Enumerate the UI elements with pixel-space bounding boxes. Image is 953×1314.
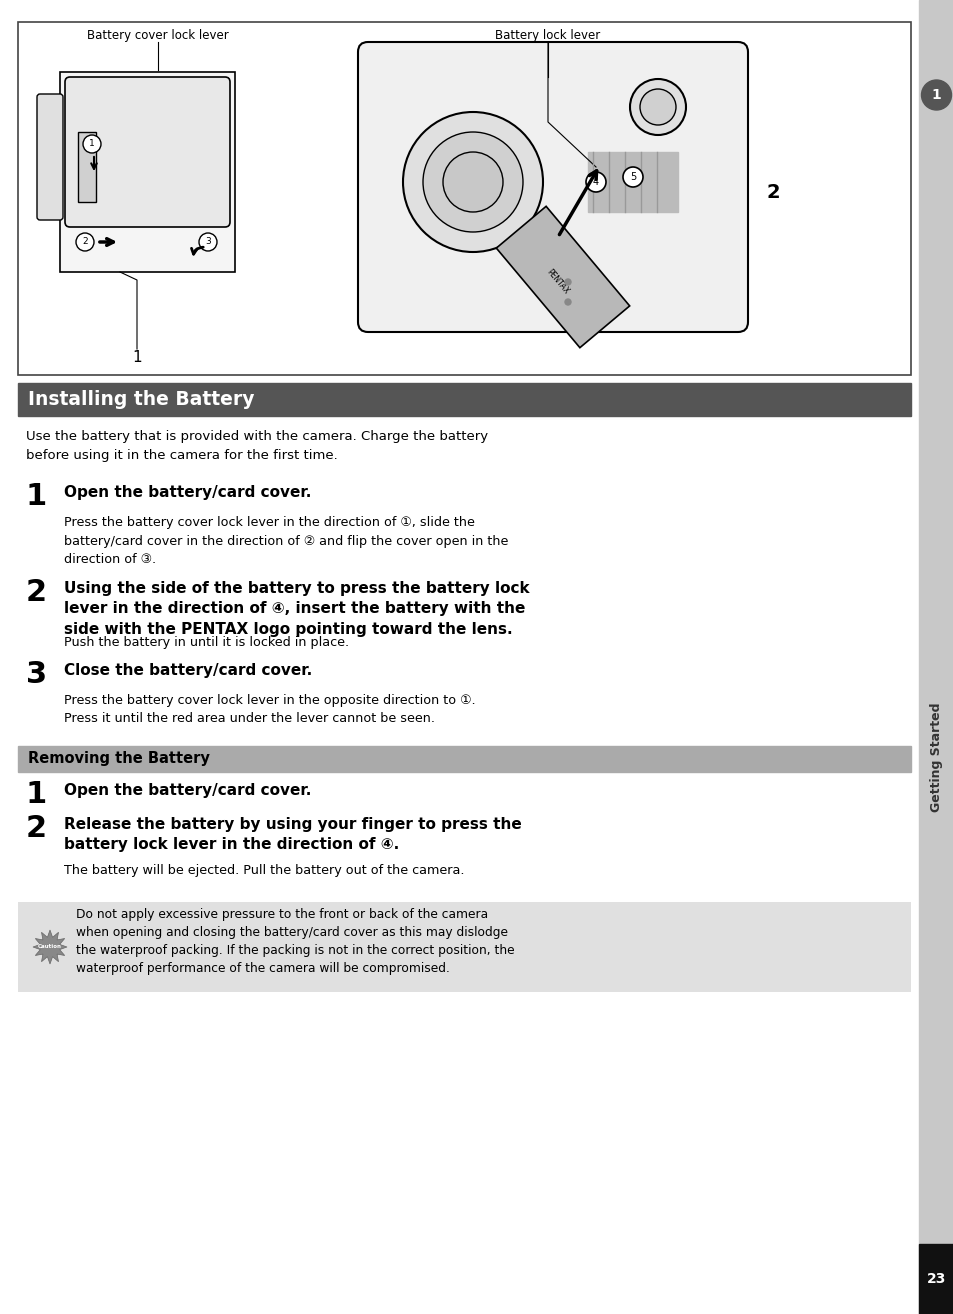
Text: 2: 2 (765, 183, 779, 201)
Circle shape (76, 233, 94, 251)
Circle shape (422, 131, 522, 233)
Text: 1: 1 (132, 350, 142, 364)
Text: 2: 2 (26, 813, 47, 844)
Text: Battery lock lever: Battery lock lever (495, 29, 600, 42)
Circle shape (402, 112, 542, 252)
Text: Caution: Caution (38, 945, 62, 950)
Text: 23: 23 (926, 1272, 945, 1286)
Text: 3: 3 (205, 238, 211, 247)
Text: Installing the Battery: Installing the Battery (28, 390, 254, 409)
Circle shape (639, 89, 676, 125)
Polygon shape (496, 206, 629, 348)
Bar (18, 382, 910, 417)
Text: Open the battery/card cover.: Open the battery/card cover. (64, 485, 311, 501)
Bar (918, 1244, 953, 1314)
Text: Close the battery/card cover.: Close the battery/card cover. (64, 664, 312, 678)
Text: 1: 1 (26, 781, 48, 809)
Circle shape (921, 80, 950, 110)
FancyBboxPatch shape (65, 78, 230, 227)
Text: Use the battery that is provided with the camera. Charge the battery
before usin: Use the battery that is provided with th… (26, 430, 488, 463)
FancyBboxPatch shape (37, 95, 63, 219)
Text: Open the battery/card cover.: Open the battery/card cover. (64, 783, 311, 798)
Text: 1: 1 (89, 139, 94, 148)
Text: Do not apply excessive pressure to the front or back of the camera
when opening : Do not apply excessive pressure to the f… (76, 908, 514, 975)
Text: Using the side of the battery to press the battery lock
lever in the direction o: Using the side of the battery to press t… (64, 581, 529, 637)
Text: Release the battery by using your finger to press the
battery lock lever in the : Release the battery by using your finger… (64, 817, 521, 853)
Polygon shape (33, 930, 67, 964)
Text: PENTAX: PENTAX (544, 268, 570, 296)
Text: 2: 2 (82, 238, 88, 247)
Circle shape (564, 279, 571, 285)
Text: Press the battery cover lock lever in the direction of ①, slide the
battery/card: Press the battery cover lock lever in th… (64, 516, 508, 566)
Bar (18, 746, 910, 773)
Circle shape (442, 152, 502, 212)
Text: 2: 2 (26, 578, 47, 607)
Bar (18, 901, 910, 992)
Circle shape (83, 135, 101, 152)
Text: 4: 4 (593, 177, 598, 187)
Text: Removing the Battery: Removing the Battery (28, 752, 210, 766)
Bar (918, 0, 953, 1314)
Bar (78, 131, 96, 202)
Circle shape (622, 167, 642, 187)
Text: Press the battery cover lock lever in the opposite direction to ①.
Press it unti: Press the battery cover lock lever in th… (64, 694, 476, 725)
Text: Getting Started: Getting Started (929, 702, 942, 812)
Text: 1: 1 (931, 88, 941, 102)
Text: Battery cover lock lever: Battery cover lock lever (87, 29, 229, 42)
Bar (18, 22, 910, 374)
Text: 1: 1 (26, 482, 48, 511)
Text: 3: 3 (26, 660, 47, 689)
FancyBboxPatch shape (357, 42, 747, 332)
Bar (60, 72, 234, 272)
Bar (587, 152, 678, 212)
Text: 5: 5 (629, 172, 636, 183)
Circle shape (199, 233, 216, 251)
Circle shape (585, 172, 605, 192)
Circle shape (629, 79, 685, 135)
Circle shape (564, 300, 571, 305)
Text: Push the battery in until it is locked in place.: Push the battery in until it is locked i… (64, 636, 349, 649)
Text: The battery will be ejected. Pull the battery out of the camera.: The battery will be ejected. Pull the ba… (64, 865, 464, 876)
